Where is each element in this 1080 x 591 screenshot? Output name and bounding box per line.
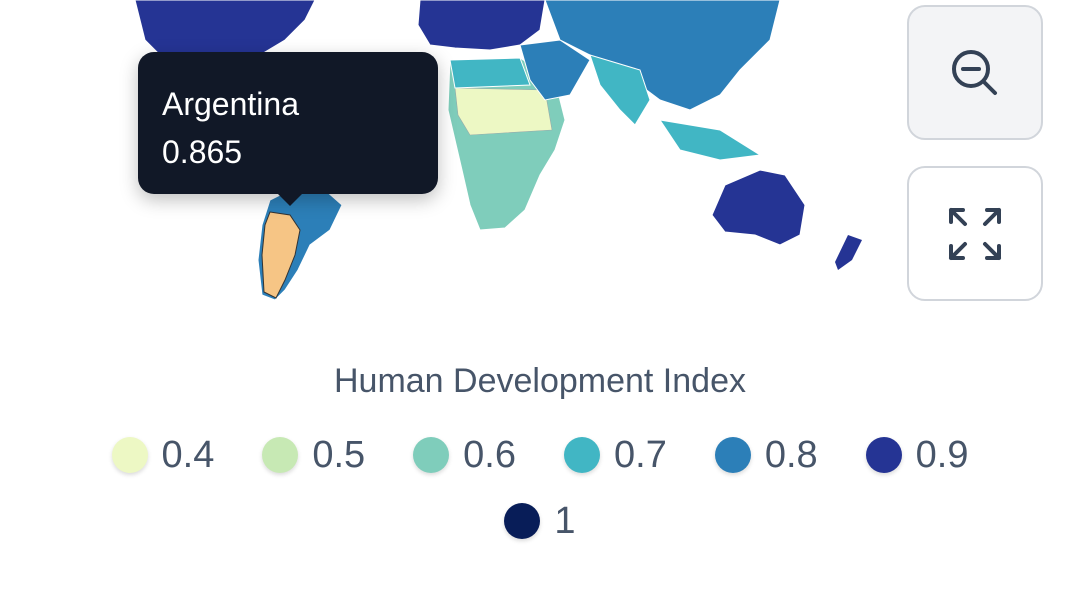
legend-swatch: [504, 503, 541, 539]
region[interactable]: [658, 119, 762, 161]
legend-swatch: [413, 437, 450, 473]
legend-label: 0.4: [161, 433, 215, 476]
legend-label: 1: [554, 499, 576, 542]
legend-label: 0.8: [764, 433, 818, 476]
legend-label: 0.7: [614, 433, 667, 476]
legend-swatch: [111, 437, 148, 473]
legend-swatch: [564, 437, 600, 473]
legend-title: Human Development Index: [333, 362, 746, 400]
zoom-out-icon: [952, 49, 997, 95]
legend-label: 0.5: [312, 433, 366, 476]
legend-item[interactable]: 0.7: [564, 432, 667, 478]
zoom-out-button[interactable]: [907, 5, 1043, 140]
region[interactable]: [417, 0, 546, 51]
argentina[interactable]: [261, 211, 301, 299]
region[interactable]: [711, 169, 806, 246]
region[interactable]: [449, 57, 531, 89]
legend-swatch: [714, 437, 751, 473]
region[interactable]: [454, 87, 553, 136]
legend-item[interactable]: 0.5: [262, 432, 365, 478]
region[interactable]: [589, 54, 651, 126]
legend-item[interactable]: 1: [504, 498, 576, 544]
legend-swatch: [262, 437, 299, 473]
legend-item[interactable]: 0.4: [111, 432, 215, 478]
world-map[interactable]: [0, 0, 900, 320]
tooltip-value: 0.865: [162, 134, 243, 170]
fullscreen-icon: [949, 207, 1001, 260]
legend: 0.4 0.5 0.6 0.7 0.8 0.9 1: [60, 432, 1020, 544]
legend-label: 0.6: [463, 433, 516, 476]
region[interactable]: [544, 0, 781, 111]
legend-item[interactable]: 0.8: [714, 432, 818, 478]
legend-item[interactable]: 0.6: [413, 432, 516, 478]
legend-swatch: [865, 437, 902, 473]
region[interactable]: [835, 235, 862, 270]
legend-item[interactable]: 0.9: [865, 432, 969, 478]
fullscreen-button[interactable]: [907, 166, 1043, 301]
tooltip: Argentina 0.865: [138, 52, 438, 206]
legend-label: 0.9: [915, 433, 969, 476]
tooltip-country: Argentina: [162, 86, 299, 122]
